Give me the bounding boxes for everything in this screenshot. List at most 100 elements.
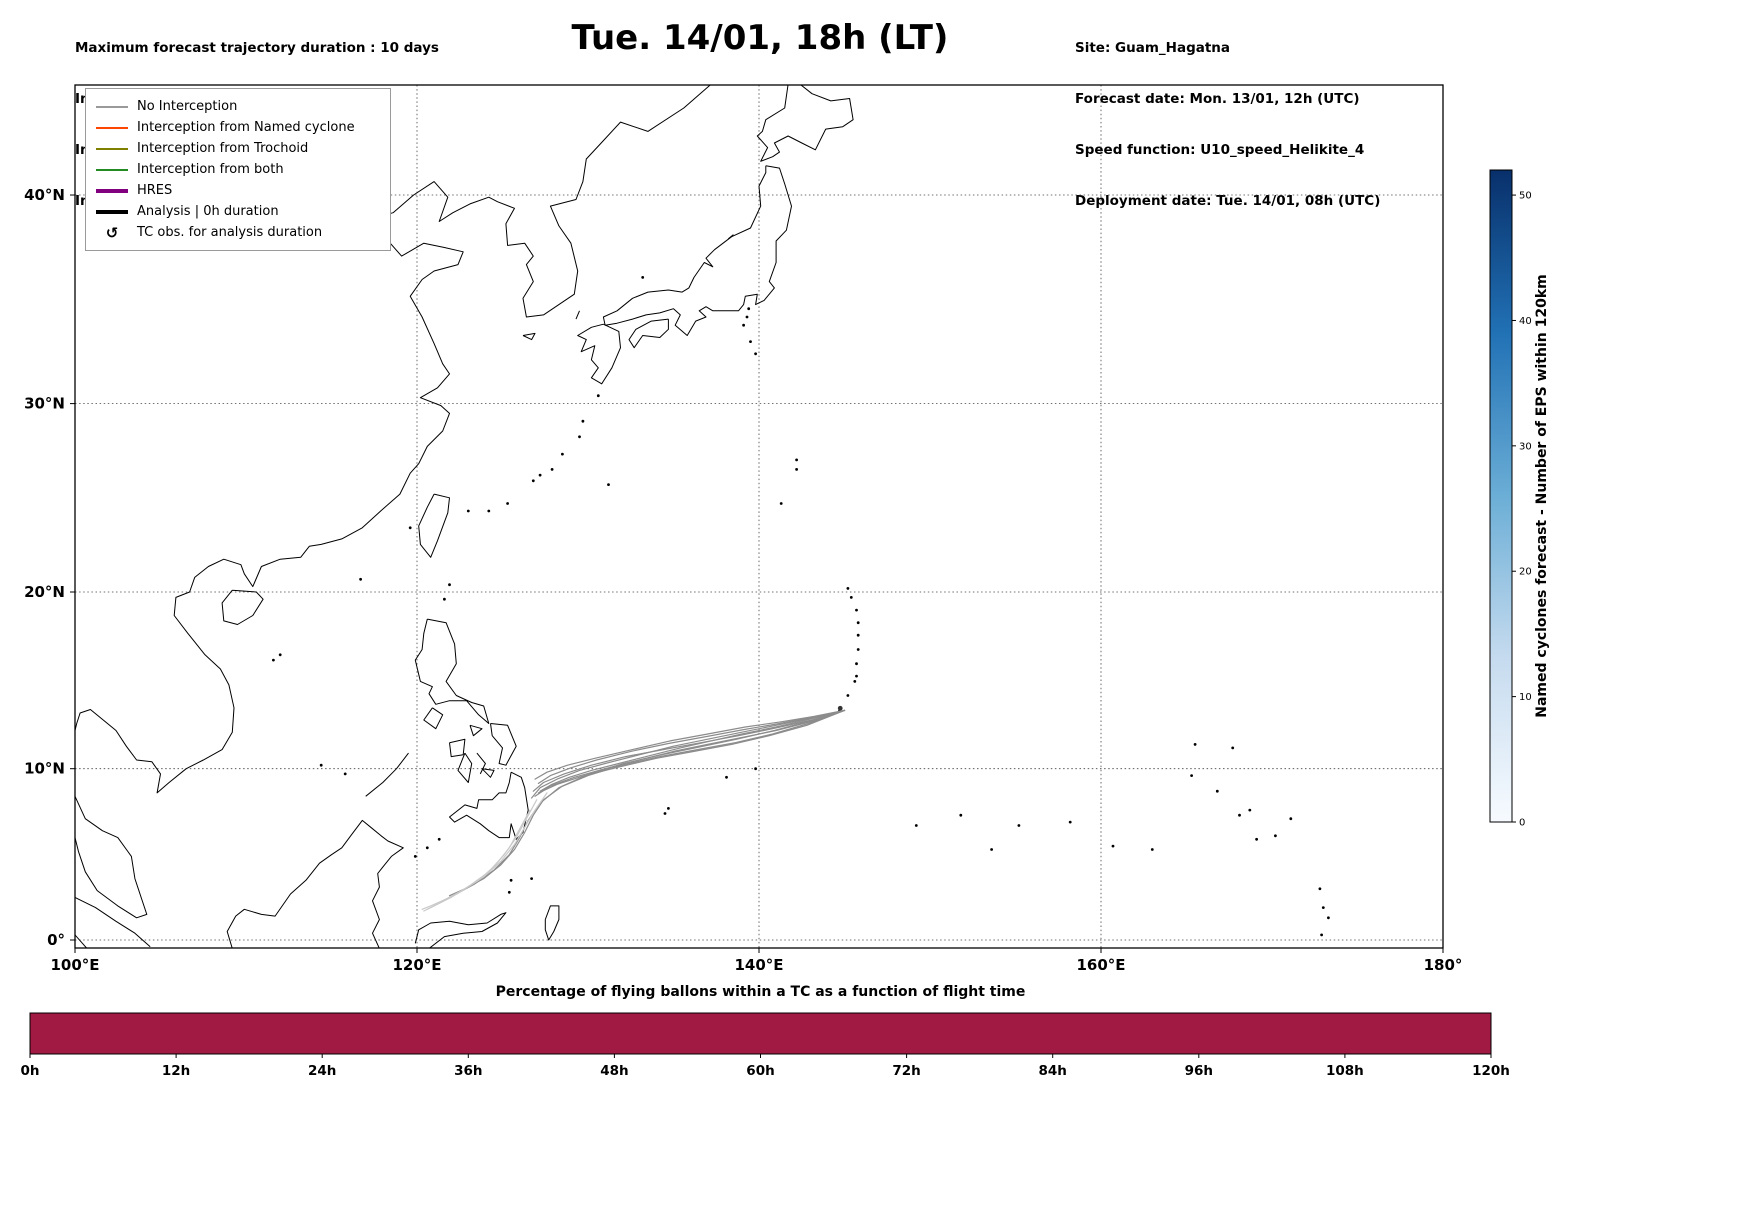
coastline-path — [75, 85, 711, 794]
colorbar-tick-label: 30 — [1519, 441, 1532, 452]
island-dot — [531, 479, 535, 483]
coastline-path — [727, 234, 734, 240]
bottom-tick-label: 108h — [1326, 1063, 1364, 1079]
x-tick-label: 160°E — [1076, 956, 1125, 974]
forecast-date-text: Forecast date: Mon. 13/01, 12h (UTC) — [1075, 91, 1360, 107]
bottom-tick-label: 0h — [20, 1063, 39, 1079]
map-legend: No Interception Interception from Named c… — [85, 88, 391, 251]
tc-obs-symbol-icon: ↺ — [105, 223, 119, 242]
legend-label: No Interception — [137, 99, 238, 114]
legend-line-swatch-icon — [96, 105, 128, 108]
max-duration-text: Maximum forecast trajectory duration : 1… — [75, 40, 439, 56]
coastline-path — [628, 318, 669, 349]
island-dot — [596, 394, 600, 398]
legend-line-swatch-icon — [96, 147, 128, 150]
coastline-path — [481, 768, 495, 778]
x-tick-label: 100°E — [50, 956, 99, 974]
legend-label: HRES — [137, 183, 173, 198]
legend-line-swatch-icon — [96, 209, 128, 214]
island-dot — [1248, 808, 1252, 812]
island-dot — [725, 775, 728, 779]
legend-line-icon — [96, 188, 128, 193]
island-dot — [959, 813, 963, 817]
island-dot — [1327, 916, 1330, 920]
island-dot — [561, 452, 564, 456]
island-dot — [667, 807, 670, 810]
bottom-tick-label: 48h — [600, 1063, 628, 1079]
island-dot — [343, 772, 347, 776]
bottom-tick-label: 60h — [746, 1063, 774, 1079]
trajectory-path — [421, 792, 548, 910]
island-dot — [509, 878, 513, 882]
legend-label: Interception from Named cyclone — [137, 120, 355, 135]
island-dot — [507, 890, 511, 894]
coastline-path — [75, 934, 88, 948]
island-dot — [466, 509, 470, 513]
island-dot — [856, 621, 860, 625]
legend-label: TC obs. for analysis duration — [137, 225, 323, 240]
trajectory-path — [537, 709, 846, 794]
island-dot — [1318, 887, 1322, 891]
x-tick-label: 180° — [1424, 956, 1463, 974]
legend-line-swatch-icon — [96, 168, 128, 171]
island-dot — [990, 848, 993, 851]
trajectory-path — [423, 799, 538, 912]
coastline-path — [490, 723, 517, 766]
legend-item: Interception from both — [96, 159, 380, 180]
island-dot — [359, 577, 362, 581]
island-dot — [856, 648, 860, 651]
colorbar-tick-label: 50 — [1519, 191, 1532, 202]
coastline-path — [414, 618, 490, 724]
x-tick-label: 140°E — [734, 956, 783, 974]
y-tick-label: 0° — [47, 931, 65, 949]
launch-site-marker — [837, 705, 843, 711]
legend-label: Interception from both — [137, 162, 284, 177]
trajectory-path — [537, 709, 846, 784]
y-tick-label: 20°N — [24, 583, 65, 601]
coastline-path — [418, 493, 450, 558]
legend-line-icon — [96, 147, 128, 150]
coastline-path — [575, 310, 580, 320]
island-dot — [856, 633, 860, 637]
colorbar — [1489, 169, 1513, 823]
trajectory-path — [532, 709, 846, 792]
island-dot — [914, 824, 918, 827]
island-dot — [846, 587, 850, 590]
coastline-path — [602, 165, 792, 336]
coastline-path — [544, 905, 560, 941]
header-right-block: Site: Guam_Hagatna Forecast date: Mon. 1… — [1075, 6, 1380, 244]
colorbar-tick-label: 20 — [1519, 567, 1532, 578]
coastline-path — [423, 707, 444, 730]
flight-time-band — [29, 1012, 1492, 1055]
legend-label: Analysis | 0h duration — [137, 204, 279, 219]
island-dot — [1111, 844, 1115, 848]
island-dot — [641, 276, 645, 279]
trajectory-path — [442, 709, 846, 902]
bottom-tick-label: 120h — [1472, 1063, 1510, 1079]
island-dot — [413, 855, 417, 858]
island-dot — [855, 608, 858, 612]
island-dot — [749, 340, 752, 343]
island-dot — [278, 653, 282, 657]
legend-item: Interception from Named cyclone — [96, 117, 380, 138]
colorbar-axis-label: Named cyclones forecast - Number of EPS … — [1534, 274, 1550, 718]
island-dot — [742, 323, 745, 327]
island-dot — [581, 419, 585, 423]
island-dot — [1255, 837, 1258, 841]
island-dot — [506, 502, 509, 505]
trajectory-path — [534, 709, 846, 780]
map-layer — [75, 85, 1443, 948]
bottom-tick-label: 12h — [162, 1063, 190, 1079]
island-dot — [1150, 848, 1154, 851]
island-dot — [607, 483, 610, 486]
figure-title: Tue. 14/01, 18h (LT) — [571, 18, 949, 58]
bottom-tick-label: 84h — [1038, 1063, 1066, 1079]
coastline-path — [577, 323, 621, 385]
coastline-path — [75, 896, 151, 948]
island-dot — [795, 458, 798, 462]
legend-item: Analysis | 0h duration — [96, 201, 380, 222]
island-dot — [1321, 906, 1325, 909]
deployment-date-text: Deployment date: Tue. 14/01, 08h (UTC) — [1075, 193, 1381, 209]
